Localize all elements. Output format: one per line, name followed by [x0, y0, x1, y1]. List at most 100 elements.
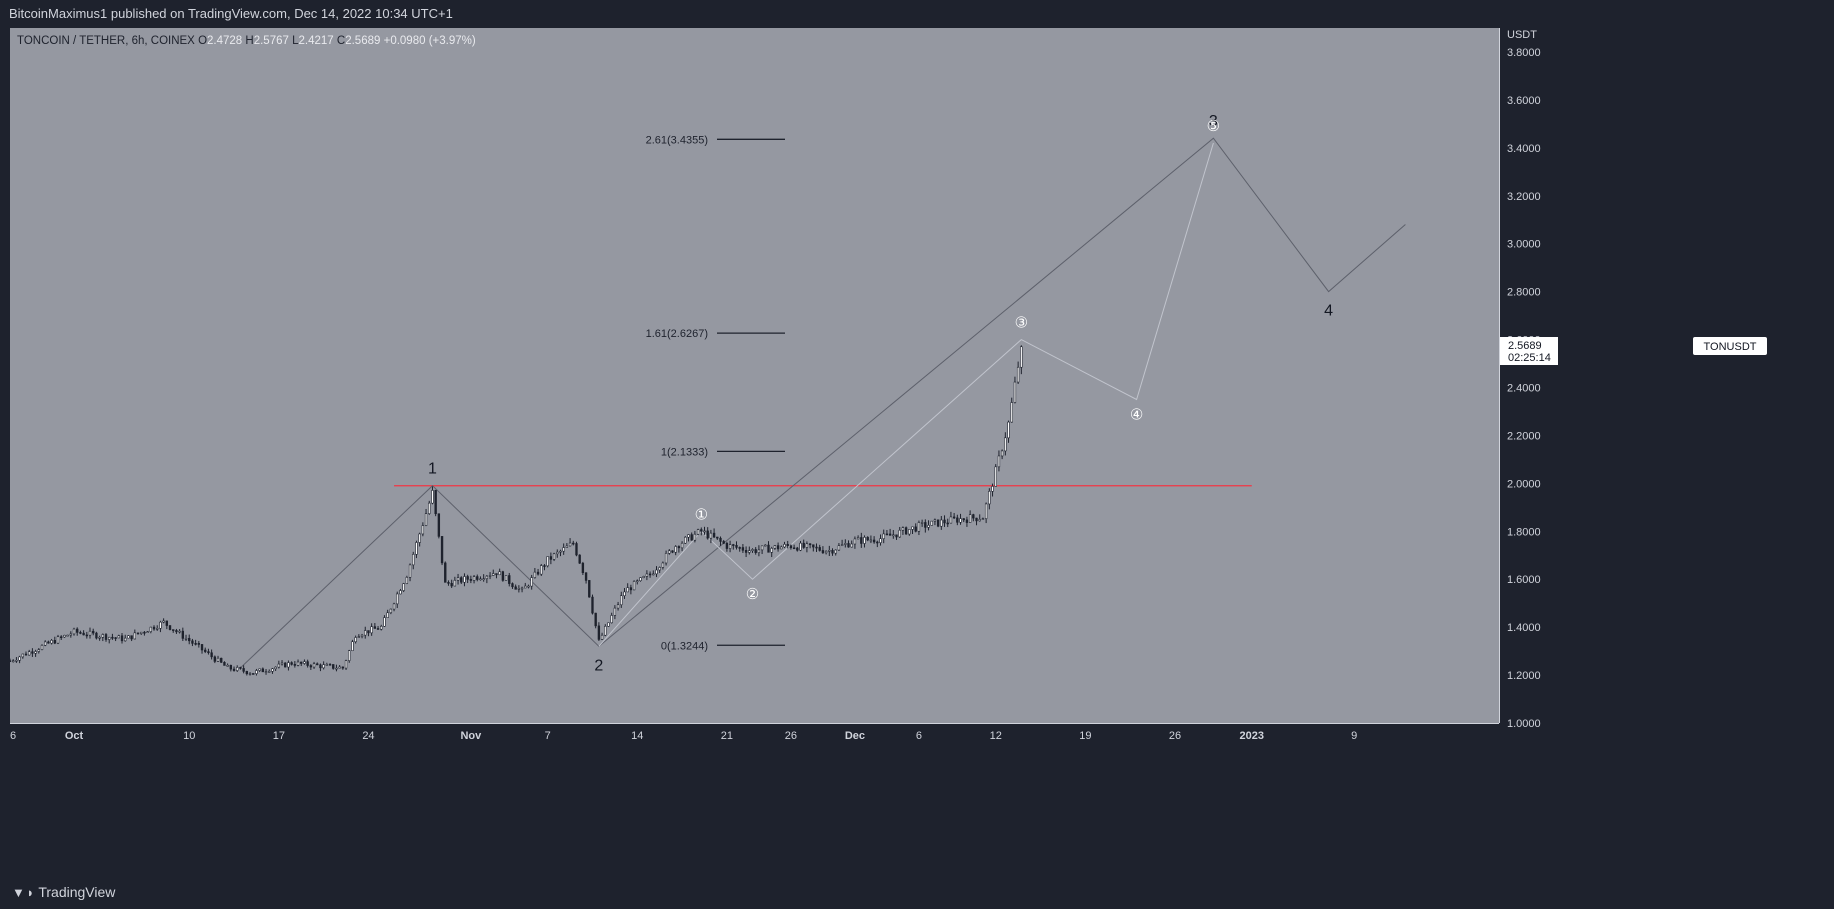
candle-body — [220, 657, 223, 663]
candle-body — [648, 573, 652, 576]
ticker-badge[interactable] — [1693, 337, 1767, 356]
candle-body — [789, 545, 793, 549]
candle-body — [885, 533, 889, 536]
time-tick-label: 10 — [183, 730, 195, 742]
candle-body — [920, 522, 924, 524]
candle-body — [664, 553, 668, 564]
candle-body — [88, 630, 92, 636]
candle-body — [213, 656, 217, 662]
candle-body — [668, 550, 671, 554]
candle-body — [79, 632, 82, 634]
candle-body — [204, 649, 207, 652]
candle-body — [927, 524, 930, 528]
price-tick-label: 3.8000 — [1507, 47, 1541, 59]
candle-body — [706, 530, 709, 539]
candle-body — [492, 573, 495, 576]
candle-body — [396, 593, 399, 605]
candle-body — [348, 650, 351, 661]
publisher-bar: BitcoinMaximus1 published on TradingView… — [0, 0, 1834, 28]
candle-body — [632, 581, 636, 591]
candle-body — [952, 516, 956, 519]
candle-body — [172, 629, 175, 631]
candle-body — [783, 544, 786, 548]
candle-body — [760, 545, 764, 551]
candle-body — [242, 668, 245, 672]
candle-body — [229, 664, 233, 670]
legend-high-value: 2.5767 — [253, 35, 289, 47]
footer-bar: ▼ ◗ TradingView — [0, 874, 1834, 909]
candle-body — [508, 575, 511, 584]
candle-body — [725, 542, 729, 549]
candle-body — [165, 620, 169, 626]
candle-body — [988, 491, 991, 505]
price-chart[interactable]: USDT 3.8000 3.6000 3.4000 3.2000 3.0000 2.8000… — [10, 28, 1834, 874]
candle-body — [1000, 450, 1004, 457]
candle-body — [831, 550, 834, 554]
candle-body — [847, 543, 850, 548]
candle-body — [316, 663, 319, 666]
tradingview-logo[interactable]: ▼ ◗ TradingView — [12, 884, 115, 900]
candle-body — [876, 541, 879, 544]
time-scale-background[interactable] — [10, 723, 1834, 874]
candle-body — [437, 513, 441, 537]
candle-body — [293, 664, 297, 666]
candle-body — [511, 583, 514, 588]
candle-body — [575, 543, 578, 556]
publisher-line: BitcoinMaximus1 published on TradingView… — [9, 6, 453, 21]
candle-body — [1010, 402, 1013, 423]
candle-body — [892, 534, 895, 537]
candle-body — [693, 533, 697, 541]
candle-body — [69, 633, 72, 636]
candle-body — [114, 637, 117, 639]
candle-body — [319, 664, 322, 669]
subwave-path[interactable] — [598, 142, 1214, 647]
legend-symbol[interactable]: TONCOIN / TETHER, 6h, COINEX — [17, 35, 195, 47]
time-tick-label: Nov — [460, 730, 482, 742]
candle-body — [31, 651, 34, 654]
candle-body — [908, 529, 911, 535]
candle-body — [290, 662, 293, 665]
candle-body — [597, 625, 601, 640]
candle-body — [469, 579, 473, 581]
candle-body — [540, 565, 543, 575]
candle-body — [914, 526, 917, 532]
time-tick-label: 12 — [990, 730, 1002, 742]
price-scale-background[interactable] — [1499, 28, 1834, 724]
candle-body — [776, 545, 780, 550]
candle-body — [767, 544, 770, 553]
fib-level-label: 0(1.3244) — [661, 640, 708, 652]
candle-body — [677, 546, 681, 549]
candle-body — [786, 544, 789, 547]
candle-body — [271, 668, 274, 672]
wave-label: 2 — [594, 657, 603, 674]
candle-body — [546, 556, 549, 567]
candle-body — [968, 514, 972, 523]
price-tick-label: 2.2000 — [1507, 430, 1541, 442]
candle-body — [335, 667, 338, 670]
candle-body — [959, 518, 962, 523]
time-tick-label: 7 — [545, 730, 551, 742]
candle-body — [367, 630, 370, 634]
candle-body — [21, 653, 24, 658]
candle-body — [517, 588, 521, 590]
candle-body — [18, 656, 21, 661]
plot-background[interactable] — [10, 28, 1499, 723]
candle-body — [127, 635, 130, 639]
candle-body — [108, 636, 111, 640]
elliott-wave-path[interactable] — [240, 137, 1406, 669]
candle-body — [738, 547, 741, 549]
candle-body — [863, 537, 866, 544]
candle-body — [325, 664, 329, 666]
candle-body — [312, 663, 316, 668]
candle-body — [732, 544, 735, 546]
candle-body — [956, 517, 959, 523]
candle-body — [844, 543, 847, 545]
candle-body — [978, 519, 981, 522]
time-tick-label: 21 — [721, 730, 733, 742]
candle-body — [1016, 366, 1020, 383]
candle-body — [402, 583, 405, 591]
candle-body — [869, 539, 873, 542]
last-price-badge[interactable] — [1500, 337, 1558, 366]
candle-body — [994, 466, 997, 487]
chart-frame[interactable]: USDT 3.8000 3.6000 3.4000 3.2000 3.0000 2.8000… — [10, 28, 1834, 874]
